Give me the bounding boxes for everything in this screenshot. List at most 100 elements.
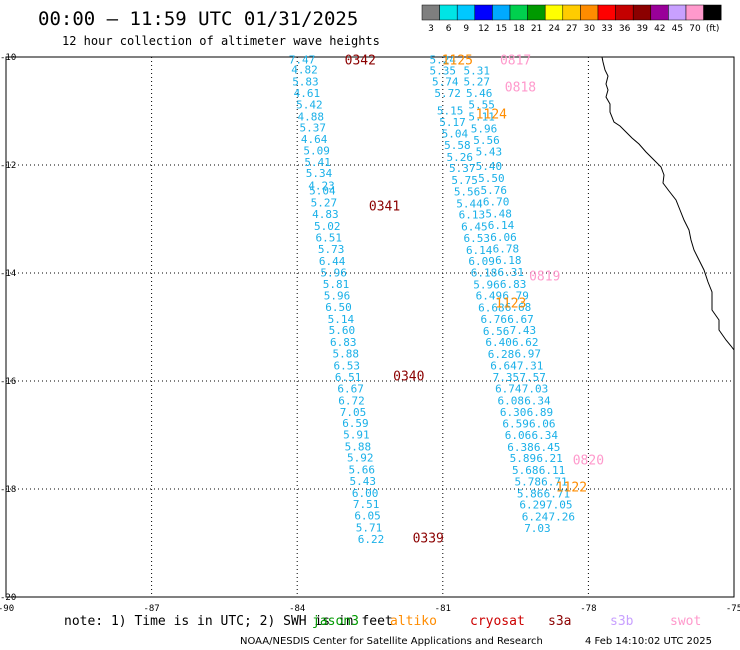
- swh-value-label: 5.46: [466, 87, 493, 100]
- swh-value-label: 6.00: [352, 487, 379, 500]
- swh-value-label: 6.51: [335, 371, 362, 384]
- swh-value-label: 5.31: [464, 65, 491, 78]
- swh-value-label: 6.18: [495, 254, 522, 267]
- colorbar-swatch: [703, 4, 722, 21]
- swh-value-label: 6.30: [500, 406, 527, 419]
- swh-value-label: 6.78: [493, 243, 520, 256]
- colorbar-swatch: [597, 4, 616, 21]
- swh-value-label: 5.44: [456, 197, 483, 210]
- swh-value-label: 6.13: [459, 209, 486, 222]
- y-tick-label: -18: [0, 485, 16, 495]
- y-tick-label: -10: [0, 53, 16, 63]
- swh-value-label: 5.04: [442, 128, 469, 141]
- pass-label: 1123: [495, 297, 526, 312]
- legend-entry: swot: [670, 614, 701, 629]
- swh-value-label: 6.68: [478, 302, 505, 315]
- colorbar-label: 70: [689, 24, 701, 34]
- axis-ticks: -90 -87 -84 -81 -78 -75 -10 -12 -14 -16 -18 -20: [0, 53, 740, 614]
- swh-value-label: 5.41: [304, 156, 331, 169]
- colorbar-swatch: [650, 4, 669, 21]
- swh-value-label: 5.91: [343, 428, 370, 441]
- swh-value-label: 6.79: [502, 290, 529, 303]
- colorbar-label: 24: [548, 24, 560, 34]
- chart-title: 00:00 — 11:59 UTC 01/31/2025: [38, 8, 358, 30]
- y-tick-label: -14: [0, 269, 16, 279]
- swh-value-label: 5.40: [476, 160, 503, 173]
- swh-value-label: 6.45: [534, 441, 561, 454]
- swh-value-label: 7.57: [519, 371, 546, 384]
- legend: jason3 altiko cryosat s3a s3b swot: [312, 614, 701, 629]
- swh-value-label: 5.75: [451, 174, 478, 187]
- pass-label: 1124: [476, 108, 507, 123]
- y-tick-label: -16: [0, 377, 16, 387]
- swh-value-label: 6.11: [539, 464, 566, 477]
- swh-value-label: 6.14: [488, 219, 515, 232]
- colorbar-swatch: [685, 4, 704, 21]
- colorbar-label: 9: [463, 24, 469, 34]
- colorbar-swatch: [456, 4, 476, 21]
- swh-value-label: 6.21: [536, 452, 563, 465]
- swh-value-label: 5.27: [311, 196, 338, 209]
- swh-value-label: 5.11: [468, 110, 495, 123]
- swh-value-label: 5.34: [306, 167, 333, 180]
- swh-value-label: 5.73: [318, 243, 345, 256]
- colorbar-label: 30: [584, 24, 596, 34]
- swh-value-label: 5.71: [356, 521, 383, 534]
- swh-value-label: 5.43: [476, 146, 503, 159]
- x-tick-label: -84: [289, 604, 305, 614]
- colorbar-swatch: [492, 4, 511, 21]
- swh-value-label: 6.14: [466, 244, 493, 257]
- colorbar-swatch: [580, 4, 599, 21]
- colorbar: 3 6 9 12 15 18 21 24 27 30 33 36 39 42 45 70 (ft): [421, 4, 722, 34]
- legend-entry: jason3: [312, 614, 359, 629]
- y-tick-label: -12: [0, 161, 16, 171]
- swh-value-label: 6.62: [512, 336, 539, 349]
- swh-value-label: 6.05: [354, 509, 381, 522]
- pass-label: 0818: [505, 81, 536, 96]
- x-tick-label: -78: [580, 604, 596, 614]
- swh-value-label: 4.64: [301, 133, 328, 146]
- swh-value-label: 5.37: [299, 122, 326, 135]
- colorbar-swatch: [509, 4, 528, 21]
- swh-value-label: 6.08: [497, 394, 524, 407]
- swh-value-label: 7.43: [510, 324, 537, 337]
- swh-value-label: 6.67: [507, 313, 534, 326]
- colorbar-label: 21: [531, 24, 542, 34]
- swh-value-label: 6.50: [325, 301, 352, 314]
- colorbar-label: 15: [496, 24, 507, 34]
- x-tick-label: -75: [726, 604, 740, 614]
- x-tick-label: -81: [435, 604, 451, 614]
- swh-value-label: 5.26: [447, 151, 474, 164]
- swh-value-label: 5.56: [473, 134, 500, 147]
- swh-value-label: 6.38: [507, 441, 534, 454]
- swh-value-label: 4.83: [312, 208, 339, 221]
- swh-value-label: 7.05: [340, 406, 367, 419]
- swh-value-label: 5.35: [430, 65, 457, 78]
- colorbar-swatch: [474, 4, 493, 21]
- swh-value-label: 5.55: [468, 99, 495, 112]
- note-text: note: 1) Time is in UTC; 2) SWH is in fe…: [64, 614, 393, 629]
- x-tick-label: -87: [143, 604, 159, 614]
- footer-timestamp: 4 Feb 14:10:02 UTC 2025: [585, 636, 712, 647]
- swh-value-label: 6.29: [519, 499, 546, 512]
- swh-value-label: 5.96: [324, 290, 351, 303]
- colorbar-label: 39: [636, 24, 648, 34]
- pass-label: 0819: [529, 270, 560, 285]
- coastline: [601, 56, 735, 351]
- swh-value-label: 5.72: [434, 87, 461, 100]
- swh-value-label: 7.26: [548, 511, 575, 524]
- colorbar-label: 45: [672, 24, 683, 34]
- swh-value-label: 7.03: [522, 383, 549, 396]
- colorbar-swatch: [562, 4, 581, 21]
- swh-value-label: 5.83: [292, 75, 319, 88]
- swh-value-label: 6.64: [490, 359, 517, 372]
- colorbar-swatch: [615, 4, 634, 21]
- swh-value-label: 6.31: [497, 266, 524, 279]
- swh-value-label: 6.51: [315, 231, 342, 244]
- swh-value-label: 6.49: [476, 290, 503, 303]
- swh-value-label: 6.53: [464, 232, 491, 245]
- swh-value-label: 6.45: [461, 221, 488, 234]
- swh-value-label: 5.17: [439, 116, 466, 129]
- swh-value-label: 5.42: [296, 99, 323, 112]
- swh-value-label: 5.09: [303, 144, 330, 157]
